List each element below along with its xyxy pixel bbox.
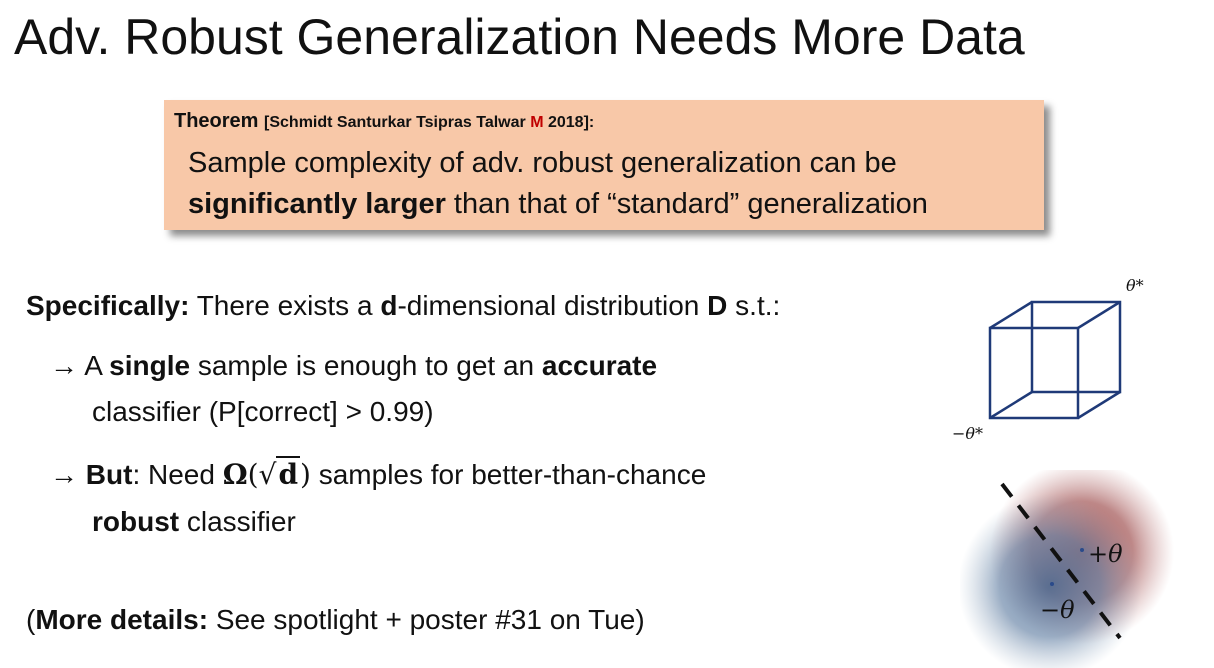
bullet1-text: A: [84, 350, 102, 381]
minus-theta-label: −θ: [1040, 596, 1075, 624]
more-details-label: More details:: [35, 604, 209, 635]
specifically-label: Specifically:: [26, 290, 190, 321]
more-details-paren: (: [26, 604, 36, 635]
decision-boundary-line: [1000, 482, 1122, 640]
bullet1-text-2: sample is enough to get an: [197, 350, 535, 381]
open-paren: (: [247, 458, 259, 491]
theorem-heading: Theorem [Schmidt Santurkar Tsipras Talwa…: [174, 110, 594, 133]
neg-theta-star-label: −θ*: [952, 424, 984, 443]
bullet2-but: But: [85, 459, 133, 490]
citation-year: 2018]:: [547, 114, 595, 131]
cube-back-face: [1030, 300, 1122, 394]
sqrt-icon: √: [258, 458, 277, 491]
bullet1-single: single: [109, 350, 191, 381]
theorem-box: Theorem [Schmidt Santurkar Tsipras Talwa…: [164, 100, 1044, 230]
sqrt-expression: (√d): [248, 456, 311, 491]
bullet2-line1: → But: Need Ω(√d) samples for better-tha…: [50, 456, 707, 491]
bullet1-accurate: accurate: [541, 350, 658, 381]
negative-mean-point: [1050, 582, 1054, 586]
theorem-statement-line1: Sample complexity of adv. robust general…: [188, 147, 897, 179]
more-details-text: See spotlight + poster #31 on Tue): [215, 604, 645, 635]
bullet2-text-3: classifier: [186, 506, 296, 537]
theta-star-label: θ*: [1126, 276, 1144, 295]
arrow-icon: →: [50, 459, 78, 490]
theorem-statement-rest: than that of “standard” generalization: [453, 188, 928, 220]
omega-symbol: Ω: [222, 458, 248, 491]
theorem-label: Theorem: [174, 110, 259, 132]
sqrt-argument: d: [276, 456, 301, 491]
specifically-text-2: -dimensional distribution: [397, 290, 700, 321]
citation-highlight-m: M: [530, 114, 544, 131]
theorem-citation: [Schmidt Santurkar Tsipras Talwar M 2018…: [264, 114, 594, 131]
slide-title: Adv. Robust Generalization Needs More Da…: [14, 9, 1025, 65]
bullet2-line2: robust classifier: [92, 506, 296, 538]
positive-mean-point: [1080, 548, 1084, 552]
specifically-text-3: s.t.:: [735, 290, 781, 321]
arrow-icon: →: [50, 350, 78, 381]
negative-class-blob: [960, 494, 1142, 668]
gaussian-mixture-figure: [960, 470, 1174, 668]
hypercube-figure: [988, 300, 1122, 420]
more-details-line: (More details: See spotlight + poster #3…: [26, 604, 645, 636]
plus-theta-label: +θ: [1088, 540, 1123, 568]
citation-authors: [Schmidt Santurkar Tsipras Talwar: [264, 114, 526, 131]
bullet1-line2: classifier (P[correct] > 0.99): [92, 396, 434, 427]
distribution-symbol: D: [707, 290, 728, 321]
specifically-text: There exists a: [196, 290, 373, 321]
close-paren: ): [300, 458, 311, 491]
theorem-emphasis: significantly larger: [188, 188, 446, 220]
bullet2-text: : Need: [132, 459, 215, 490]
cube-edges: [988, 300, 1122, 420]
bullet2-text-2: samples for better-than-chance: [318, 459, 707, 490]
bullet1-line1: → A single sample is enough to get an ac…: [50, 350, 657, 382]
specifically-line: Specifically: There exists a d-dimension…: [26, 290, 780, 322]
dimension-symbol: d: [380, 290, 398, 321]
cube-front-face: [988, 326, 1080, 420]
bullet2-robust: robust: [92, 506, 180, 537]
theorem-statement-line2: significantly larger than that of “stand…: [188, 188, 928, 221]
